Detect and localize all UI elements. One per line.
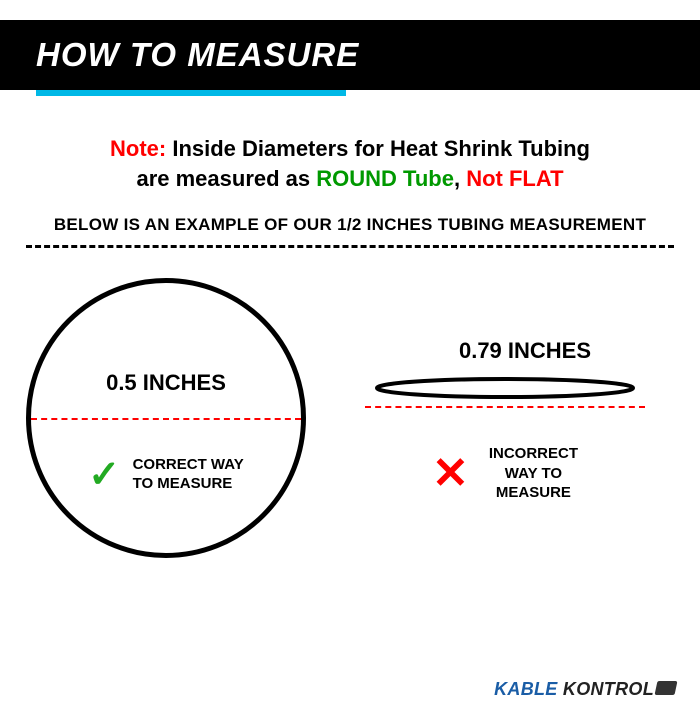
correct-caption-row: ✓ CORRECT WAY TO MEASURE	[26, 452, 306, 497]
flat-tube-ellipse	[370, 374, 640, 402]
brand-logo: KABLE KONTROL	[494, 679, 676, 700]
flat-measure-label: 0.79 INCHES	[376, 338, 674, 364]
accent-line	[36, 90, 346, 96]
note-notflat: Not FLAT	[466, 166, 563, 191]
brand-word-1: KABLE	[494, 679, 558, 699]
note-line2-pre: are measured as	[136, 166, 316, 191]
incorrect-column: 0.79 INCHES ✕ INCORRECT WAY TO MEASURE	[336, 278, 674, 503]
correct-caption: CORRECT WAY TO MEASURE	[133, 456, 244, 494]
incorrect-caption: INCORRECT WAY TO MEASURE	[489, 444, 578, 503]
note-line1-rest: Inside Diameters for Heat Shrink Tubing	[166, 136, 590, 161]
dashed-divider	[26, 245, 674, 248]
correct-caption-l2: TO MEASURE	[133, 475, 233, 492]
header-band: HOW TO MEASURE	[0, 20, 700, 90]
note-sep: ,	[454, 166, 466, 191]
incorrect-caption-row: ✕ INCORRECT WAY TO MEASURE	[336, 444, 674, 503]
correct-caption-l1: CORRECT WAY	[133, 456, 244, 473]
round-measure-label: 0.5 INCHES	[26, 370, 306, 396]
example-row: 0.5 INCHES ✓ CORRECT WAY TO MEASURE 0.79…	[0, 278, 700, 558]
brand-word-2: KONTROL	[563, 679, 654, 699]
incorrect-caption-l2: WAY TO	[505, 465, 562, 482]
example-subheader: BELOW IS AN EXAMPLE OF OUR 1/2 INCHES TU…	[0, 215, 700, 235]
round-tube-diagram: 0.5 INCHES ✓ CORRECT WAY TO MEASURE	[26, 278, 306, 558]
note-line-2: are measured as ROUND Tube, Not FLAT	[0, 164, 700, 194]
note-block: Note: Inside Diameters for Heat Shrink T…	[0, 134, 700, 193]
incorrect-caption-l1: INCORRECT	[489, 445, 578, 462]
check-icon: ✓	[88, 452, 120, 497]
flat-diameter-line	[365, 406, 645, 408]
header-title: HOW TO MEASURE	[36, 36, 359, 73]
incorrect-caption-l3: MEASURE	[496, 484, 571, 501]
round-diameter-line	[31, 418, 301, 420]
correct-column: 0.5 INCHES ✓ CORRECT WAY TO MEASURE	[26, 278, 316, 558]
note-round: ROUND Tube	[316, 166, 454, 191]
x-icon: ✕	[432, 452, 469, 496]
plug-icon	[655, 681, 678, 695]
note-line-1: Note: Inside Diameters for Heat Shrink T…	[0, 134, 700, 164]
note-prefix: Note:	[110, 136, 166, 161]
